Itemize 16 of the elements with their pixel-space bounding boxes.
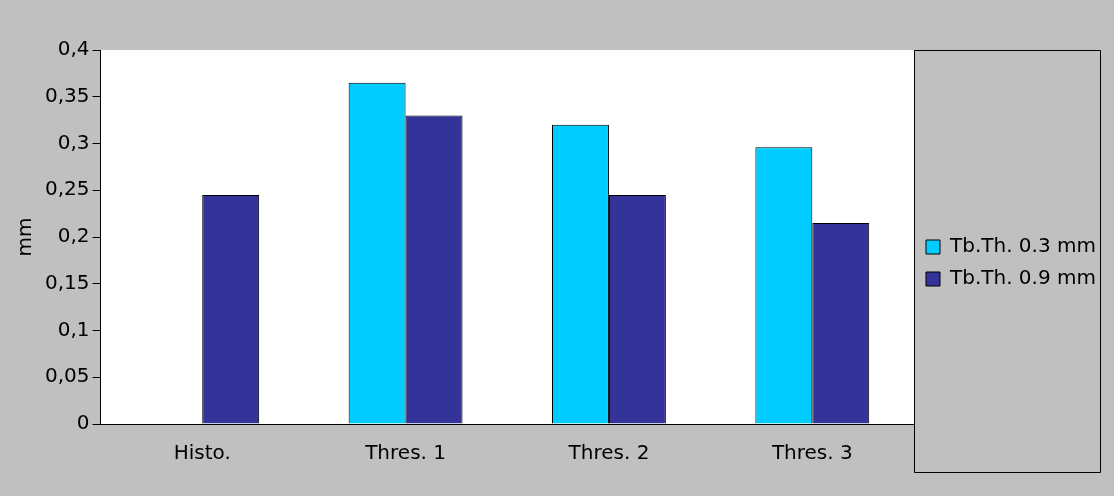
y-tick-label: 0,15 — [45, 269, 90, 294]
y-axis-title: mm — [12, 217, 37, 257]
x-tick-label: Thres. 3 — [770, 440, 853, 465]
legend-label: Tb.Th. 0.9 mm — [948, 265, 1097, 290]
x-tick-label: Histo. — [173, 440, 231, 465]
y-tick-label: 0,25 — [45, 176, 90, 201]
y-tick-label: 0,3 — [57, 129, 90, 154]
y-tick-label: 0,1 — [57, 316, 90, 341]
y-tick-label: 0 — [76, 410, 90, 435]
y-tick-label: 0,4 — [57, 36, 90, 61]
legend-label: Tb.Th. 0.3 mm — [948, 233, 1097, 258]
y-tick-label: 0,35 — [45, 82, 90, 107]
y-tick-label: 0,2 — [57, 223, 90, 248]
x-tick-label: Thres. 1 — [364, 440, 446, 465]
x-tick-label: Thres. 2 — [567, 440, 650, 465]
y-tick-label: 0,05 — [45, 363, 90, 388]
